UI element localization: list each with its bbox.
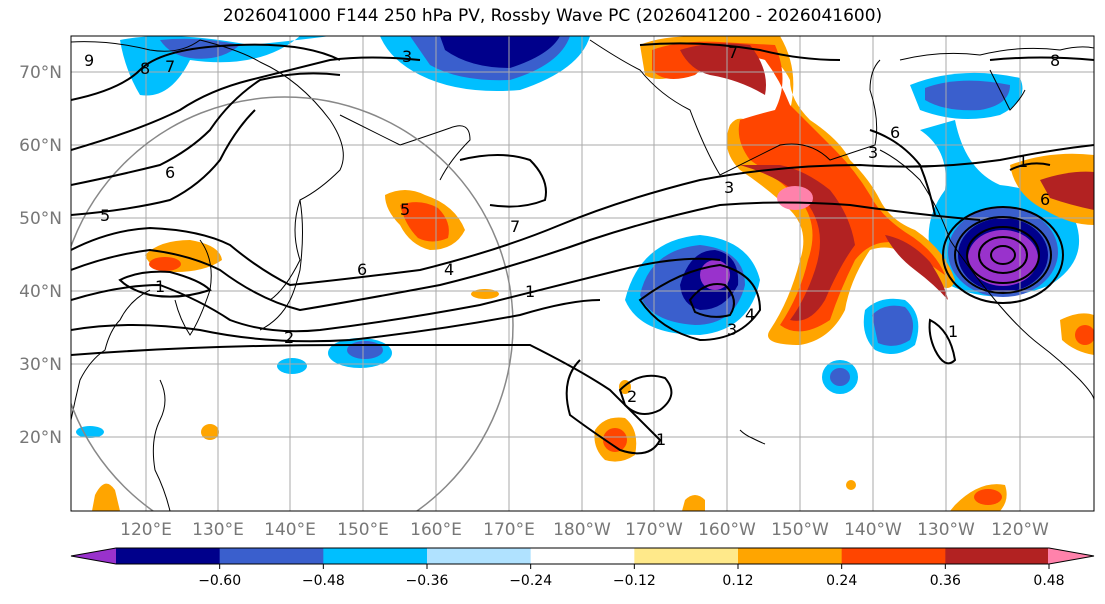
colorbar-extend-high (1048, 548, 1094, 564)
lat-label: 70°N (19, 63, 62, 83)
colorbar-tick-label: −0.48 (302, 573, 345, 589)
anomaly-blob (149, 257, 181, 271)
lon-label: 140°E (264, 520, 316, 540)
lat-label: 40°N (19, 282, 62, 302)
contour-label: 6 (165, 163, 175, 182)
lon-label: 120°E (120, 520, 172, 540)
reference-circle (71, 96, 514, 511)
contour-label: 3 (724, 178, 734, 197)
anomaly-blob (347, 341, 383, 359)
anomaly-blob (92, 483, 120, 511)
contour-label: 7 (510, 217, 520, 236)
coastlines (71, 39, 1094, 511)
latitude-labels: 70°N 60°N 50°N 40°N 30°N 20°N (19, 63, 62, 448)
lon-label: 120°W (991, 520, 1049, 540)
contour-label: 3 (402, 47, 412, 66)
colorbar-outline (70, 547, 1095, 565)
lon-label: 150°E (337, 520, 389, 540)
colorbar-swatch (738, 548, 843, 564)
contour-label: 2 (627, 387, 637, 406)
colorbar-swatch (116, 548, 221, 564)
longitude-labels: 120°E 130°E 140°E 150°E 160°E 170°E 180°… (120, 520, 1049, 540)
anomaly-blob (440, 36, 560, 68)
contour-label: 7 (165, 57, 175, 76)
anomaly-blob (682, 495, 705, 511)
colorbar: −0.60 −0.48 −0.36 −0.24 −0.12 0.12 0.24 0.36 0.4… (70, 547, 1095, 589)
colorbar-swatch (945, 548, 1050, 564)
anomaly-blob (777, 186, 813, 210)
lon-label: 170°W (625, 520, 683, 540)
map-frame (70, 35, 1095, 512)
colorbar-swatch (841, 548, 946, 564)
contour-label: 9 (84, 51, 94, 70)
contour-label: 1 (155, 277, 165, 296)
contour-label: 1 (656, 430, 666, 449)
colorbar-tick-label: 0.36 (930, 573, 961, 589)
contour-label: 5 (100, 206, 110, 225)
contour-label: 4 (444, 260, 454, 279)
lat-label: 30°N (19, 355, 62, 375)
colorbar-swatch (634, 548, 739, 564)
colorbar-swatch (427, 548, 532, 564)
lon-label: 180°W (553, 520, 611, 540)
colorbar-swatch (530, 548, 635, 564)
anomaly-blob (76, 426, 104, 438)
lon-label: 140°W (844, 520, 902, 540)
contour-label: 6 (357, 260, 367, 279)
anomaly-blob (830, 368, 850, 386)
lat-label: 20°N (19, 428, 62, 448)
contour-label: 6 (890, 123, 900, 142)
anomaly-blob (277, 358, 307, 374)
lon-label: 130°E (192, 520, 244, 540)
contour-label: 1 (525, 282, 535, 301)
graticule (71, 36, 1094, 511)
colorbar-tick-label: −0.12 (613, 573, 656, 589)
lon-label: 170°E (483, 520, 535, 540)
lat-label: 50°N (19, 209, 62, 229)
anomaly-blob (1040, 171, 1094, 210)
colorbar-tick-label: −0.24 (509, 573, 552, 589)
anomaly-blob (1075, 325, 1094, 345)
anomaly-blob (885, 235, 948, 300)
contour-label: 4 (745, 305, 755, 324)
colorbar-swatch (219, 548, 324, 564)
colorbar-tick-label: −0.36 (406, 573, 449, 589)
anomaly-blob (680, 43, 766, 95)
contour-label: 6 (1040, 190, 1050, 209)
contour-label: 1 (1018, 152, 1028, 171)
contour-labels: 9 8 7 3 7 8 6 6 5 1 2 3 1 7 6 4 1 2 1 3 … (84, 43, 1060, 449)
lon-label: 130°W (917, 520, 975, 540)
anomaly-blob (201, 424, 219, 440)
contour-label: 3 (727, 320, 737, 339)
colorbar-swatch (323, 548, 428, 564)
map-title: 2026041000 F144 250 hPa PV, Rossby Wave … (222, 6, 883, 26)
pv-contours (71, 42, 1094, 455)
anomaly-blob (400, 202, 449, 242)
contour-label: 3 (868, 143, 878, 162)
lon-label: 160°E (410, 520, 462, 540)
contour-label: 7 (728, 43, 738, 62)
colorbar-tick-label: −0.60 (198, 573, 241, 589)
contour-label: 5 (400, 200, 410, 219)
contour-label: 2 (284, 328, 294, 347)
colorbar-tick-label: 0.24 (826, 573, 857, 589)
lat-label: 60°N (19, 136, 62, 156)
contour-label: 8 (140, 59, 150, 78)
colorbar-tick-label: 0.12 (722, 573, 753, 589)
colorbar-tick-label: 0.48 (1033, 573, 1064, 589)
anomaly-blob (846, 480, 856, 490)
contour-label: 1 (948, 322, 958, 341)
anomaly-blob (872, 305, 914, 346)
colorbar-extend-low (71, 548, 117, 564)
lon-label: 150°W (771, 520, 829, 540)
lon-label: 160°W (698, 520, 756, 540)
contour-label: 8 (1050, 51, 1060, 70)
anomaly-blob (603, 428, 627, 452)
anomaly-blob (974, 489, 1002, 505)
